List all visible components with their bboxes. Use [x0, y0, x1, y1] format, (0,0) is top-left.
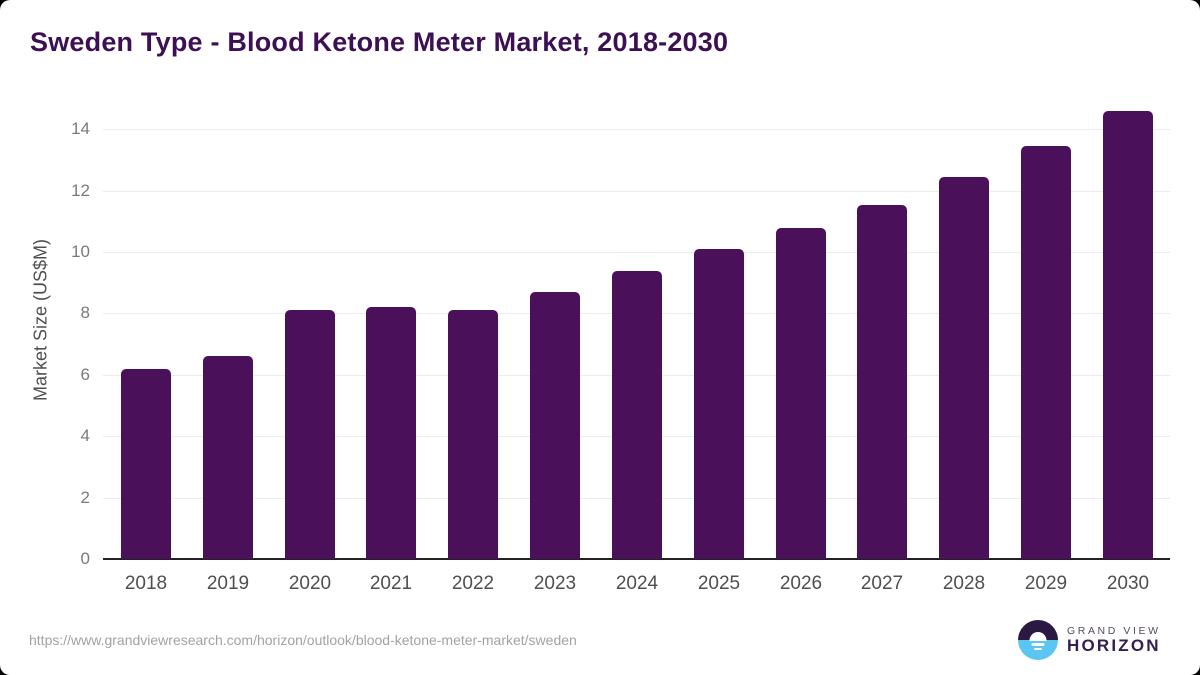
x-axis-tick-label: 2021	[369, 573, 413, 594]
source-url: https://www.grandviewresearch.com/horizo…	[29, 632, 577, 648]
bar-2020	[285, 310, 335, 559]
bar-2023	[530, 292, 580, 559]
x-axis-tick-label: 2020	[288, 573, 332, 594]
gridline	[103, 129, 1170, 130]
bar-2028	[939, 177, 989, 559]
x-axis-tick-label: 2030	[1106, 573, 1150, 594]
x-axis-tick-label: 2027	[860, 573, 904, 594]
x-axis-tick-label: 2028	[942, 573, 986, 594]
bar-2025	[694, 249, 744, 559]
x-axis-tick-label: 2024	[615, 573, 659, 594]
bar-2021	[366, 307, 416, 559]
bar-2018	[121, 369, 171, 559]
logo-stripe	[1034, 647, 1042, 651]
y-axis-tick-label: 6	[80, 365, 90, 384]
bar-2026	[776, 228, 826, 559]
bar-2024	[612, 271, 662, 559]
logo-stripe	[1031, 643, 1045, 646]
bar-2027	[857, 205, 907, 559]
bar-2030	[1103, 111, 1153, 559]
chart-title: Sweden Type - Blood Ketone Meter Market,…	[30, 27, 729, 57]
x-axis-tick-label: 2029	[1024, 573, 1068, 594]
y-axis-tick-label: 2	[80, 488, 90, 507]
y-axis-tick-label: 12	[71, 181, 90, 200]
x-axis-tick-label: 2023	[533, 573, 577, 594]
gridline	[103, 252, 1170, 253]
x-axis-tick-label: 2026	[779, 573, 823, 594]
x-axis-tick-label: 2018	[124, 573, 168, 594]
logo-sun-shape	[1029, 632, 1047, 641]
x-axis-tick-label: 2022	[451, 573, 495, 594]
logo-text: GRAND VIEW HORIZON	[1067, 625, 1161, 655]
x-axis-line	[103, 558, 1170, 560]
bar-2029	[1021, 146, 1071, 559]
x-axis-tick-label: 2019	[206, 573, 250, 594]
logo-brand-name: GRAND VIEW	[1067, 625, 1161, 637]
bar-2022	[448, 310, 498, 559]
y-axis-tick-label: 0	[80, 549, 90, 568]
y-axis-tick-label: 4	[80, 426, 90, 445]
bar-2019	[203, 356, 253, 559]
horizon-logo-icon	[1018, 620, 1058, 660]
y-axis-tick-label: 14	[71, 119, 90, 138]
brand-logo: GRAND VIEW HORIZON	[1018, 620, 1161, 660]
gridline	[103, 191, 1170, 192]
x-axis-tick-label: 2025	[697, 573, 741, 594]
logo-product-name: HORIZON	[1067, 636, 1161, 655]
y-axis-tick-label: 8	[80, 303, 90, 322]
y-axis-tick-label: 10	[71, 242, 90, 261]
